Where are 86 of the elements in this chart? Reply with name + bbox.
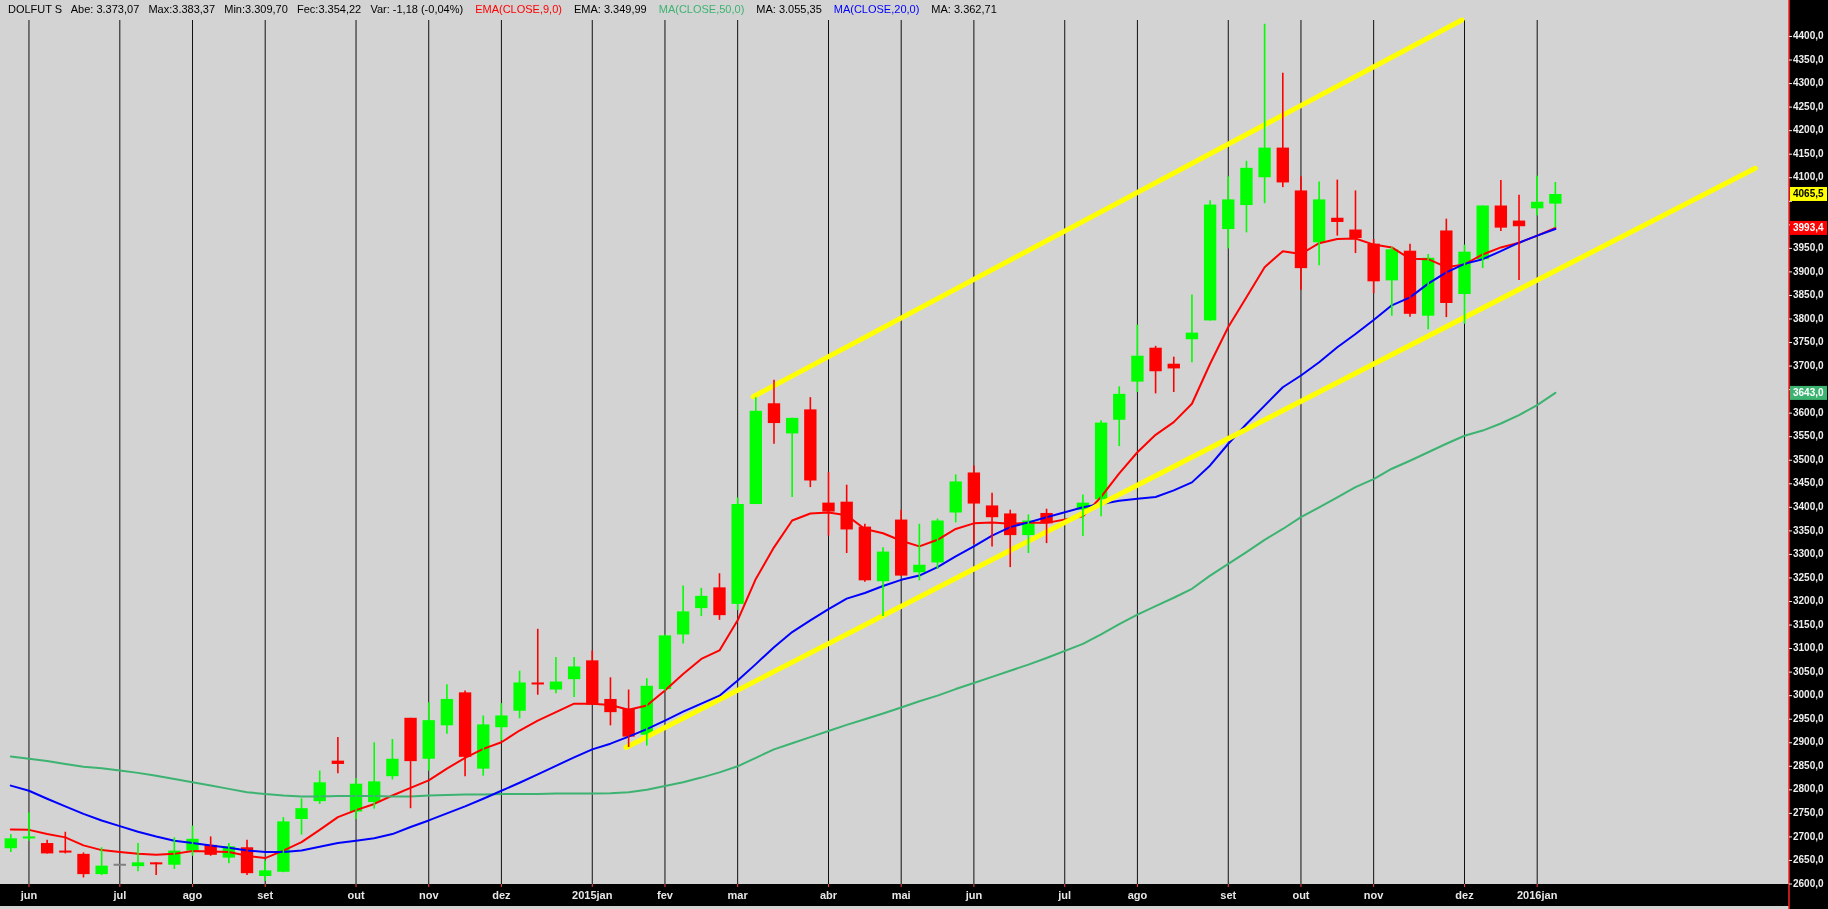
y-tick-label: 3300,0 bbox=[1793, 548, 1825, 560]
x-tick-label: out bbox=[1292, 889, 1310, 901]
x-tick-label: ago bbox=[182, 889, 203, 901]
y-tick-label: 4200,0 bbox=[1793, 124, 1825, 136]
x-tick-label: nov bbox=[1363, 889, 1385, 901]
candlestick bbox=[77, 851, 90, 879]
y-tick-label: 2850,0 bbox=[1793, 759, 1825, 771]
chart-title: DOLFUT S Abe: 3.373,07 Max:3.383,37 Min:3.309,70 Fec:3.354,22 Var: -1,18 (-0,04%) bbox=[8, 3, 464, 15]
candlestick bbox=[1458, 243, 1471, 325]
y-tick-label: 3200,0 bbox=[1793, 595, 1825, 607]
candlestick bbox=[495, 702, 508, 742]
y-tick-label: 3350,0 bbox=[1793, 524, 1825, 536]
x-tick-label: nov bbox=[418, 889, 440, 901]
y-tick-label: 3600,0 bbox=[1793, 406, 1825, 418]
candlestick bbox=[1258, 22, 1271, 204]
y-tick-label: 4150,0 bbox=[1793, 147, 1825, 159]
y-tick-label: 2750,0 bbox=[1793, 807, 1825, 819]
y-tick-label: 4100,0 bbox=[1793, 171, 1825, 183]
x-tick-label: 2016jan bbox=[1517, 889, 1558, 901]
y-tick-label: 3500,0 bbox=[1793, 453, 1825, 465]
candlestick bbox=[1131, 323, 1144, 393]
x-tick-label: fev bbox=[657, 889, 674, 901]
y-tick-label: 3050,0 bbox=[1793, 665, 1825, 677]
y-tick-label: 3000,0 bbox=[1793, 689, 1825, 701]
y-tick-label: 3700,0 bbox=[1793, 359, 1825, 371]
y-tick-label: 2950,0 bbox=[1793, 712, 1825, 724]
candlestick bbox=[1240, 159, 1253, 234]
y-tick-label: 3850,0 bbox=[1793, 289, 1825, 301]
text: MA: 3.362,71 bbox=[931, 3, 997, 15]
text: MA(CLOSE,50,0) bbox=[658, 3, 745, 15]
text: MA(CLOSE,20,0) bbox=[833, 3, 920, 15]
candlestick bbox=[404, 716, 417, 809]
x-tick-label: dez bbox=[492, 889, 512, 901]
candlestick bbox=[713, 572, 726, 621]
text: 3643,0 bbox=[1793, 386, 1825, 398]
y-tick-label: 4400,0 bbox=[1793, 30, 1825, 42]
candlestick bbox=[277, 816, 290, 874]
candlestick bbox=[295, 797, 308, 836]
y-tick-label: 3100,0 bbox=[1793, 642, 1825, 654]
candlestick bbox=[1549, 181, 1562, 228]
text: MA: 3.055,35 bbox=[756, 3, 822, 15]
text: 4065,5 bbox=[1793, 187, 1824, 199]
candlestick bbox=[822, 471, 835, 537]
y-tick-label: 3800,0 bbox=[1793, 312, 1825, 324]
candlestick bbox=[931, 517, 944, 570]
x-tick-label: mai bbox=[891, 889, 911, 901]
candlestick bbox=[731, 496, 744, 611]
y-tick-label: 4350,0 bbox=[1793, 53, 1825, 65]
text: EMA: 3.349,99 bbox=[573, 3, 647, 15]
candlestick bbox=[386, 738, 399, 781]
y-tick-label: 3400,0 bbox=[1793, 500, 1825, 512]
y-tick-label: 3250,0 bbox=[1793, 571, 1825, 583]
candlestick bbox=[513, 669, 526, 720]
y-tick-label: 3750,0 bbox=[1793, 336, 1825, 348]
y-tick-label: 3150,0 bbox=[1793, 618, 1825, 630]
x-tick-label: jul bbox=[112, 889, 127, 901]
x-tick-label: out bbox=[347, 889, 365, 901]
text: 3993,4 bbox=[1793, 221, 1825, 233]
y-tick-label: 4250,0 bbox=[1793, 100, 1825, 112]
candlestick bbox=[804, 396, 817, 488]
text: EMA(CLOSE,9,0) bbox=[475, 3, 562, 15]
x-tick-label: jun bbox=[964, 889, 983, 901]
candlestick bbox=[95, 846, 108, 876]
x-tick-label: ago bbox=[1127, 889, 1148, 901]
y-tick-label: 2650,0 bbox=[1793, 854, 1825, 866]
x-tick-label: 2015jan bbox=[572, 889, 613, 901]
y-tick-label: 3550,0 bbox=[1793, 430, 1825, 442]
x-tick-label: dez bbox=[1455, 889, 1475, 901]
candlestick bbox=[1367, 238, 1380, 294]
x-tick-label: mar bbox=[727, 889, 749, 901]
y-tick-label: 2700,0 bbox=[1793, 830, 1825, 842]
candlestick bbox=[622, 688, 635, 748]
y-tick-label: 2600,0 bbox=[1793, 877, 1825, 889]
x-tick-label: jun bbox=[19, 889, 38, 901]
candlestick bbox=[913, 523, 926, 582]
y-tick-label: 3900,0 bbox=[1793, 265, 1825, 277]
y-tick-label: 3950,0 bbox=[1793, 242, 1825, 253]
y-tick-label: 4300,0 bbox=[1793, 77, 1825, 89]
x-tick-label: set bbox=[257, 889, 274, 901]
y-tick-label: 2900,0 bbox=[1793, 736, 1825, 748]
x-tick-label: jul bbox=[1057, 889, 1072, 901]
x-tick-label: set bbox=[1220, 889, 1237, 901]
y-tick-label: 3450,0 bbox=[1793, 477, 1825, 489]
y-tick-label: 2800,0 bbox=[1793, 783, 1825, 795]
candlestick bbox=[1149, 345, 1162, 395]
x-tick-label: abr bbox=[819, 889, 838, 901]
